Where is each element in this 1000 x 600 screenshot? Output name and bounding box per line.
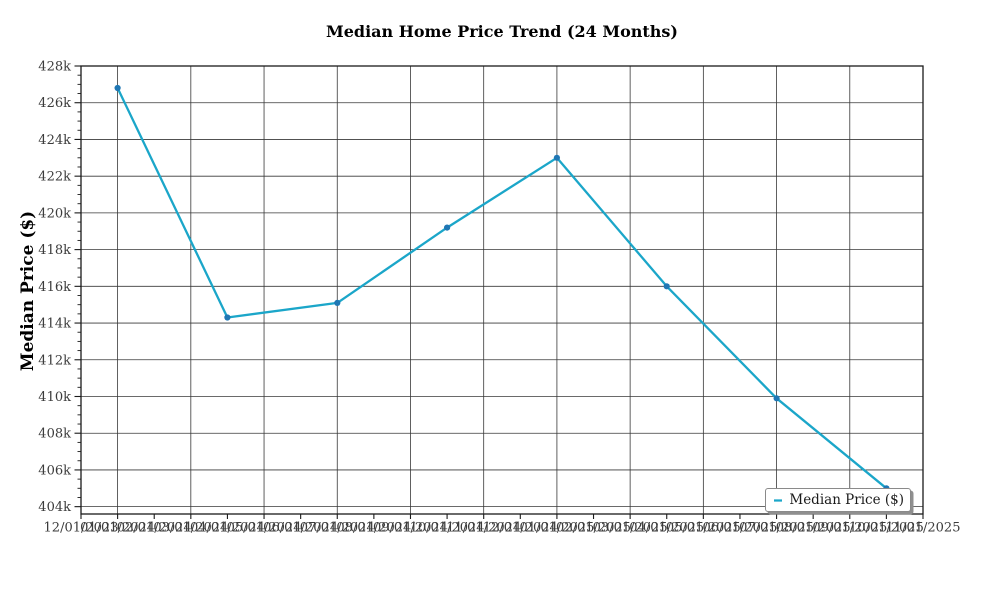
y-tick-label: 420k <box>38 206 71 221</box>
data-point-marker <box>224 314 231 321</box>
data-point-marker <box>334 299 341 306</box>
x-tick-label: 01/01/2025 <box>519 521 594 536</box>
x-tick-label: 02/01/2025 <box>556 521 631 536</box>
x-tick-label: 06/01/2024 <box>263 521 338 536</box>
data-point-marker <box>114 84 121 92</box>
y-tick-label: 416k <box>38 280 71 295</box>
x-tick-label: 11/01/2024 <box>446 521 521 536</box>
plot-border <box>80 65 924 515</box>
x-tick-label: 06/01/2025 <box>702 521 777 536</box>
y-tick-label: 426k <box>38 96 71 111</box>
y-tick-label: 428k <box>38 60 71 75</box>
data-point-marker <box>773 395 780 402</box>
x-tick-label: 07/01/2025 <box>739 521 814 536</box>
x-tick-label: 10/01/2024 <box>410 521 485 536</box>
y-tick-label: 418k <box>38 243 71 258</box>
y-tick-label: 412k <box>38 353 71 368</box>
y-tick-label: 408k <box>38 427 71 442</box>
legend: Median Price ($) <box>765 488 911 512</box>
data-point-marker <box>444 224 451 231</box>
y-tick-label: 406k <box>38 463 71 478</box>
data-point-marker <box>553 154 561 161</box>
x-tick-label: 03/01/2024 <box>153 521 228 536</box>
x-tick-label: 04/01/2025 <box>629 521 704 536</box>
x-tick-label: 08/01/2024 <box>336 521 411 536</box>
y-tick-label: 404k <box>38 500 71 515</box>
chart-title: Median Home Price Trend (24 Months) <box>326 22 678 41</box>
x-tick-label: 09/01/2024 <box>373 521 448 536</box>
x-tick-label: 04/01/2024 <box>190 521 265 536</box>
x-tick-label: 12/01/2024 <box>483 521 558 536</box>
x-tick-label: 08/01/2025 <box>776 521 851 536</box>
x-tick-label: 09/01/2025 <box>812 521 887 536</box>
x-tick-label: 05/01/2025 <box>666 521 741 536</box>
x-tick-label: 11/01/2025 <box>886 521 961 536</box>
x-tick-label: 01/01/2024 <box>80 521 155 536</box>
x-tick-label: 05/01/2024 <box>227 521 302 536</box>
x-tick-label: 02/01/2024 <box>117 521 192 536</box>
y-tick-label: 414k <box>38 317 71 332</box>
x-tick-label: 12/01/2023 <box>44 521 119 536</box>
x-tick-label: 07/01/2024 <box>300 521 375 536</box>
y-tick-label: 424k <box>38 133 71 148</box>
data-point-marker <box>663 283 670 290</box>
y-tick-label: 410k <box>38 390 71 405</box>
x-tick-label: 03/01/2025 <box>593 521 668 536</box>
y-tick-label: 422k <box>38 170 71 185</box>
x-tick-label: 10/01/2025 <box>849 521 924 536</box>
series-line <box>116 87 888 490</box>
legend-label: Median Price ($) <box>789 492 904 508</box>
legend-line-sample <box>774 498 783 502</box>
